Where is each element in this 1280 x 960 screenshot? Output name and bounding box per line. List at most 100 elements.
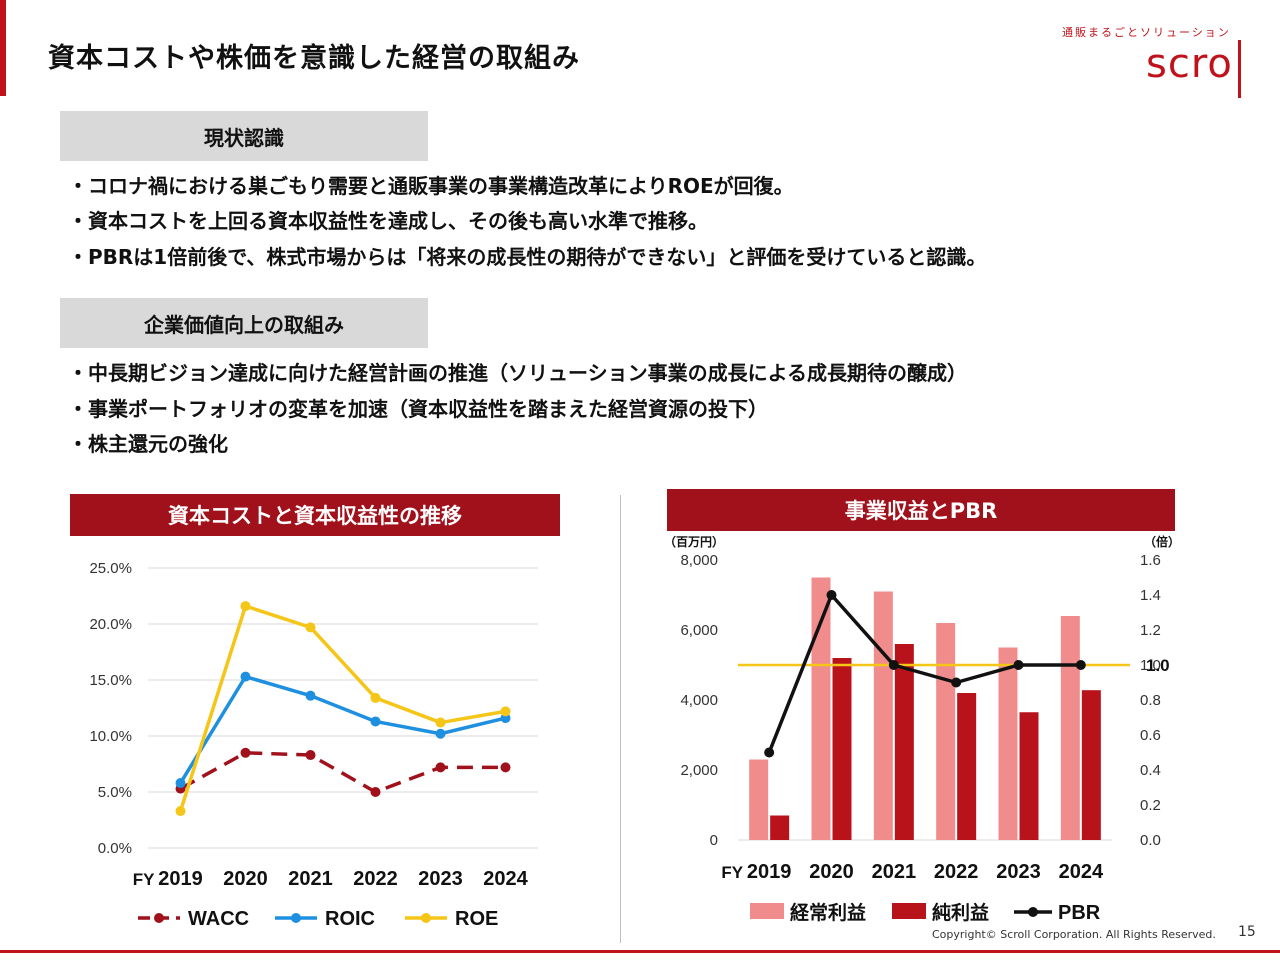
series-line-roe	[178, 604, 506, 812]
y-left-tick-label: 0	[710, 832, 718, 849]
bullet-current-1: ・コロナ禍における巣ごもり需要と通販事業の事業構造改革によりROEが回復。	[68, 174, 794, 198]
data-point-roe	[370, 692, 381, 703]
bar-net-income	[894, 644, 914, 840]
y-right-tick-label: 1.6	[1140, 552, 1161, 569]
chart1-title: 資本コストと資本収益性の推移	[70, 494, 560, 536]
chart2-profit-pbr: （百万円） （倍） 0 2,000 4,000 6,000 8,000 0.0 0.2 0.4 0.…	[664, 534, 1180, 924]
data-point-roe	[435, 717, 446, 728]
legend-swatch-ordinary-profit	[750, 903, 784, 919]
bullet-initiative-3: ・株主還元の強化	[68, 432, 228, 456]
y-right-unit: （倍）	[1144, 534, 1180, 549]
data-point-roic	[240, 671, 251, 682]
legend-marker-roic	[291, 913, 301, 923]
legend-label-pbr: PBR	[1058, 902, 1101, 924]
bar-ordinary-profit	[749, 759, 769, 840]
data-point-roe	[305, 622, 316, 633]
data-point-wacc	[500, 762, 511, 773]
series-line-roic	[179, 674, 506, 784]
x-tick-label: 2020	[809, 861, 854, 883]
data-point-wacc	[240, 747, 251, 758]
data-point-pbr	[1013, 660, 1024, 670]
y-tick-label: 10.0%	[89, 728, 132, 745]
legend-label-wacc: WACC	[188, 908, 249, 930]
y-right-tick-label: 0.6	[1140, 727, 1161, 744]
footer-line	[0, 950, 1280, 953]
y-right-tick-label: 1.4	[1140, 587, 1161, 604]
y-tick-label: 25.0%	[89, 560, 132, 577]
x-tick-label: 2020	[223, 868, 268, 890]
bar-net-income	[1019, 712, 1039, 840]
data-point-roic	[305, 690, 316, 701]
y-left-tick-label: 2,000	[680, 762, 718, 779]
brand-tagline: 通販まるごとソリューション	[1062, 26, 1231, 39]
y-right-tick-label: 1.2	[1140, 622, 1161, 639]
data-point-roic	[175, 778, 186, 789]
page-number: 15	[1238, 924, 1256, 940]
series-line-wacc	[179, 751, 506, 794]
section-heading-current: 現状認識	[60, 111, 428, 161]
bar-net-income	[832, 658, 852, 840]
data-point-wacc	[370, 787, 381, 797]
bullet-initiative-1: ・中長期ビジョン達成に向けた経営計画の推進（ソリューション事業の成長による成長期…	[68, 361, 967, 385]
legend-marker-roe	[421, 913, 431, 923]
y-tick-label: 15.0%	[89, 672, 132, 689]
y-right-tick-label: 0.8	[1140, 692, 1161, 709]
legend-marker-pbr	[1028, 907, 1038, 917]
data-point-pbr	[764, 747, 775, 758]
legend-label-roe: ROE	[455, 908, 498, 930]
bar-ordinary-profit	[873, 591, 893, 840]
bar-ordinary-profit	[936, 623, 956, 840]
data-point-roic	[435, 728, 446, 739]
chart1-capital-cost: 0.0% 5.0% 10.0% 15.0% 20.0% 25.0% 2019 2020 2021…	[89, 560, 538, 930]
x-tick-label: 2023	[996, 861, 1041, 883]
x-tick-label: 2022	[934, 861, 979, 883]
page-title: 資本コストや株価を意識した経営の取組み	[48, 43, 580, 74]
data-point-wacc	[305, 750, 316, 761]
legend-swatch-net-income	[892, 903, 926, 919]
data-point-wacc	[435, 762, 446, 773]
x-tick-label: 2022	[353, 868, 398, 890]
section-heading-initiatives: 企業価値向上の取組み	[60, 298, 428, 348]
legend-label-roic: ROIC	[325, 908, 375, 930]
x-prefix-label: FY	[721, 863, 743, 882]
y-left-tick-label: 4,000	[680, 692, 718, 709]
data-point-roe	[500, 706, 511, 717]
data-point-pbr	[951, 677, 962, 688]
bullet-current-3: ・PBRは1倍前後で、株式市場からは「将来の成長性の期待ができない」と評価を受け…	[68, 245, 987, 269]
chart-divider	[620, 495, 621, 943]
bar-ordinary-profit	[811, 577, 831, 840]
bar-net-income	[957, 693, 977, 840]
data-point-roic	[370, 716, 381, 727]
x-tick-label: 2021	[872, 861, 917, 883]
y-right-tick-label: 0.2	[1140, 797, 1161, 814]
x-prefix-label: FY	[133, 870, 155, 889]
y-right-tick-label: 1.0	[1140, 657, 1161, 674]
y-tick-label: 0.0%	[98, 840, 132, 857]
reference-line-label: 1.0	[1146, 656, 1170, 675]
data-point-pbr	[1075, 660, 1086, 670]
accent-bar	[0, 0, 6, 96]
y-left-tick-label: 8,000	[680, 552, 718, 569]
bar-ordinary-profit	[1060, 616, 1080, 840]
y-right-tick-label: 0.0	[1140, 832, 1161, 849]
x-tick-label: 2019	[747, 861, 792, 883]
y-left-tick-label: 6,000	[680, 622, 718, 639]
chart2-title: 事業収益とPBR	[667, 489, 1175, 531]
data-point-pbr	[826, 590, 837, 600]
x-tick-label: 2023	[418, 868, 463, 890]
brand-logo-bar	[1238, 40, 1241, 98]
x-tick-label: 2021	[288, 868, 333, 890]
brand-logo: scro	[1146, 41, 1233, 87]
legend-marker-wacc	[154, 913, 164, 923]
y-right-tick-label: 0.4	[1140, 762, 1161, 779]
data-point-pbr	[888, 660, 899, 670]
y-left-unit: （百万円）	[664, 534, 724, 549]
copyright: Copyright© Scroll Corporation. All Right…	[932, 928, 1216, 941]
bar-net-income	[1081, 690, 1101, 840]
data-point-roe	[240, 601, 251, 612]
y-tick-label: 5.0%	[98, 784, 132, 801]
legend-label-ordinary-profit: 経常利益	[790, 901, 866, 924]
legend-label-net-income: 純利益	[932, 901, 989, 924]
bar-ordinary-profit	[998, 647, 1018, 840]
x-tick-label: 2024	[1059, 861, 1104, 883]
